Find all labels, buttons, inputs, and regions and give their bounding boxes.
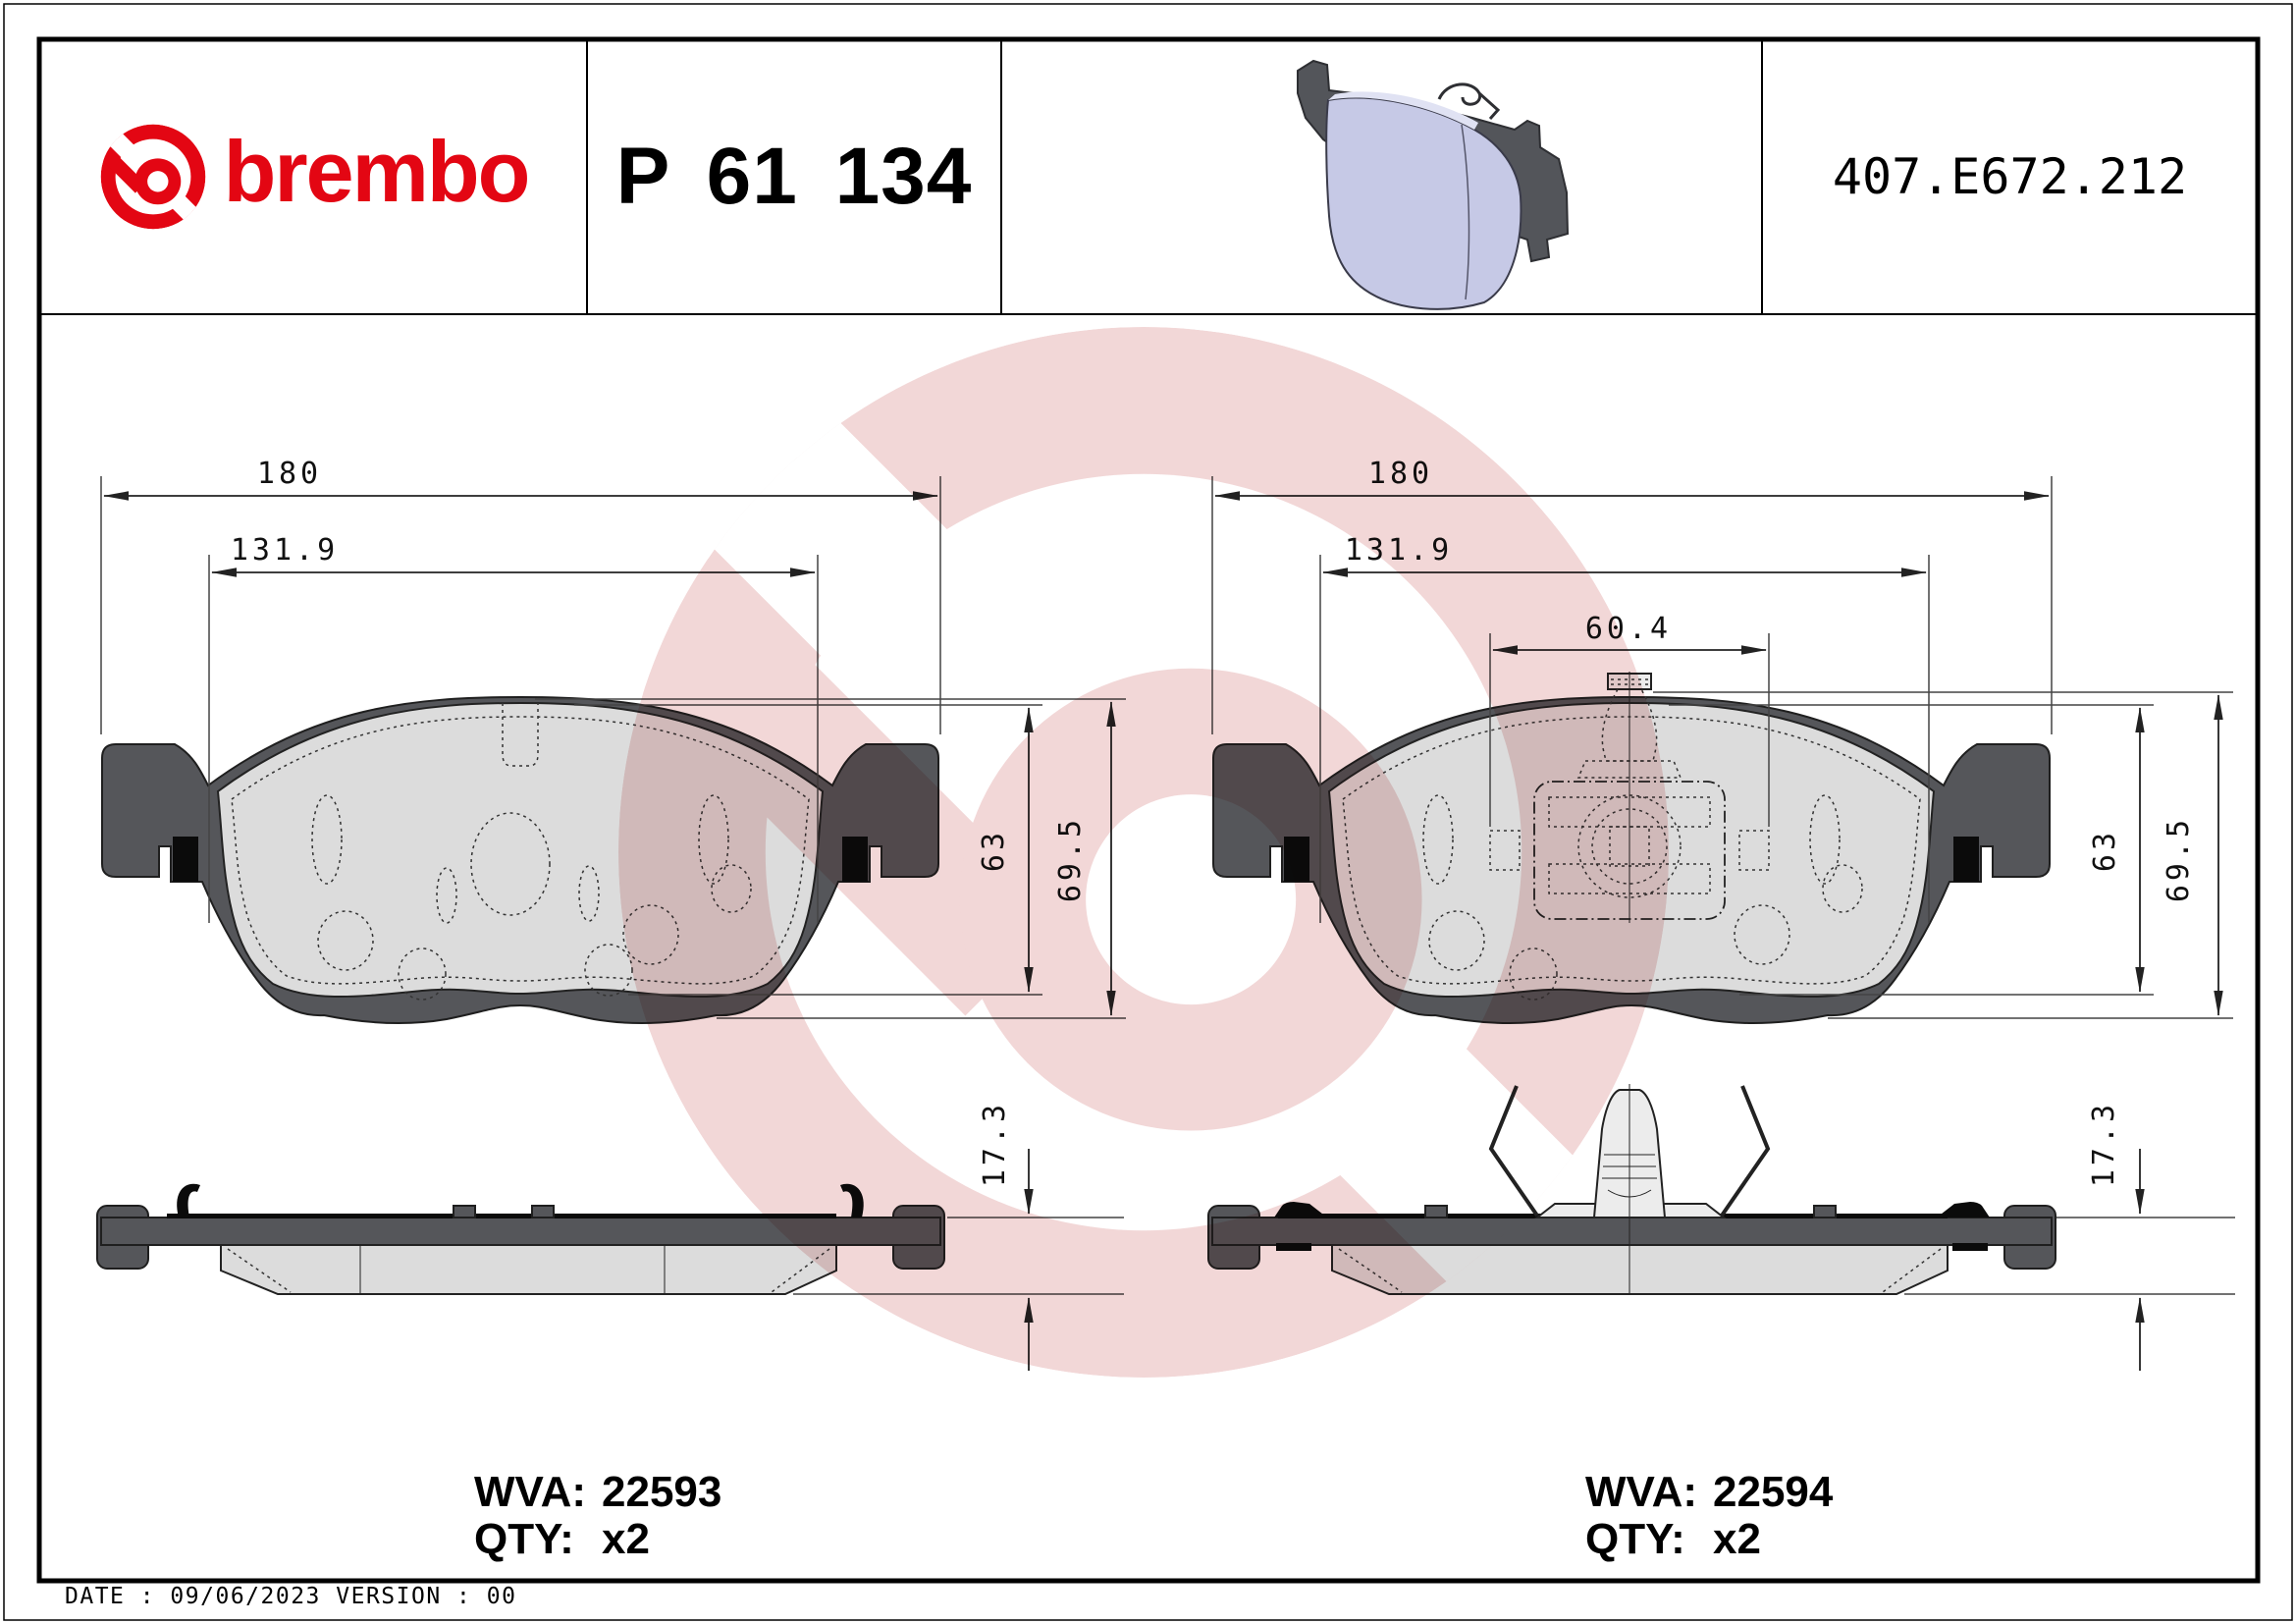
dim-right-friction-height: 63	[2088, 829, 2122, 872]
dim-right-total-height: 69.5	[2162, 816, 2196, 902]
left-side-shim	[167, 1214, 836, 1218]
reference-number: 407.E672.212	[1832, 148, 2188, 205]
pad-3d-sensor-wire	[1437, 82, 1501, 120]
qty-value: x2	[1713, 1515, 1761, 1563]
sensor-spring-right	[1720, 1085, 1771, 1218]
outer-border	[3, 3, 2293, 1621]
left-center-slot	[502, 703, 539, 767]
left-side-nub	[453, 1205, 476, 1218]
hole-hidden-line	[578, 865, 600, 922]
wva-number: 22593	[602, 1468, 722, 1516]
main-frame	[36, 36, 2261, 1584]
hole-hidden-line	[311, 794, 343, 885]
part-number: P 61 134	[615, 132, 973, 221]
pad-3d-friction-face	[1325, 96, 1522, 310]
brand-wordmark: brembo	[223, 123, 531, 220]
date-version-line: DATE : 09/06/2023 VERSION : 00	[65, 1584, 517, 1609]
hole-hidden-line	[436, 867, 457, 924]
dim-left-friction-width: 131.9	[231, 533, 339, 568]
hole-hidden-line	[398, 947, 447, 1001]
hole-hidden-line	[317, 910, 374, 971]
sheet-borders	[3, 3, 2293, 1621]
wva-label: WVA:	[474, 1468, 587, 1516]
right-side-clip-right	[1937, 1202, 1990, 1218]
right-wva-row: WVA: 22594	[1585, 1469, 1833, 1516]
qty-value: x2	[602, 1515, 650, 1563]
left-side-clip-left	[177, 1183, 200, 1218]
brand-cell: brembo	[39, 41, 587, 312]
brembo-watermark-icon	[527, 327, 1669, 1469]
right-wva-block: WVA: 22594 QTY: x2	[1585, 1469, 1833, 1563]
left-side-nub	[531, 1205, 555, 1218]
left-side-friction	[220, 1244, 837, 1295]
left-wva-row: WVA: 22593	[474, 1469, 721, 1516]
dim-left-overall-width: 180	[257, 457, 322, 491]
brembo-logo-icon	[98, 122, 208, 232]
pad-3d-render	[1297, 59, 1570, 310]
hole-hidden-line	[470, 812, 551, 916]
pad-3d-top-face	[1328, 91, 1478, 130]
right-qty-row: QTY: x2	[1585, 1516, 1833, 1563]
left-abutment-left	[173, 837, 198, 882]
reference-cell: 407.E672.212	[1762, 41, 2258, 312]
left-inner-contour	[231, 716, 810, 985]
wva-label: WVA:	[1585, 1468, 1698, 1516]
wear-sensor-side	[1488, 1084, 1771, 1294]
qty-label: QTY:	[1585, 1515, 1685, 1563]
left-wva-block: WVA: 22593 QTY: x2	[474, 1469, 721, 1563]
wva-number: 22594	[1713, 1468, 1834, 1516]
qty-label: QTY:	[474, 1515, 574, 1563]
dim-right-thickness: 17.3	[2087, 1101, 2121, 1187]
left-qty-row: QTY: x2	[474, 1516, 721, 1563]
part-number-cell: P 61 134	[587, 41, 1001, 312]
